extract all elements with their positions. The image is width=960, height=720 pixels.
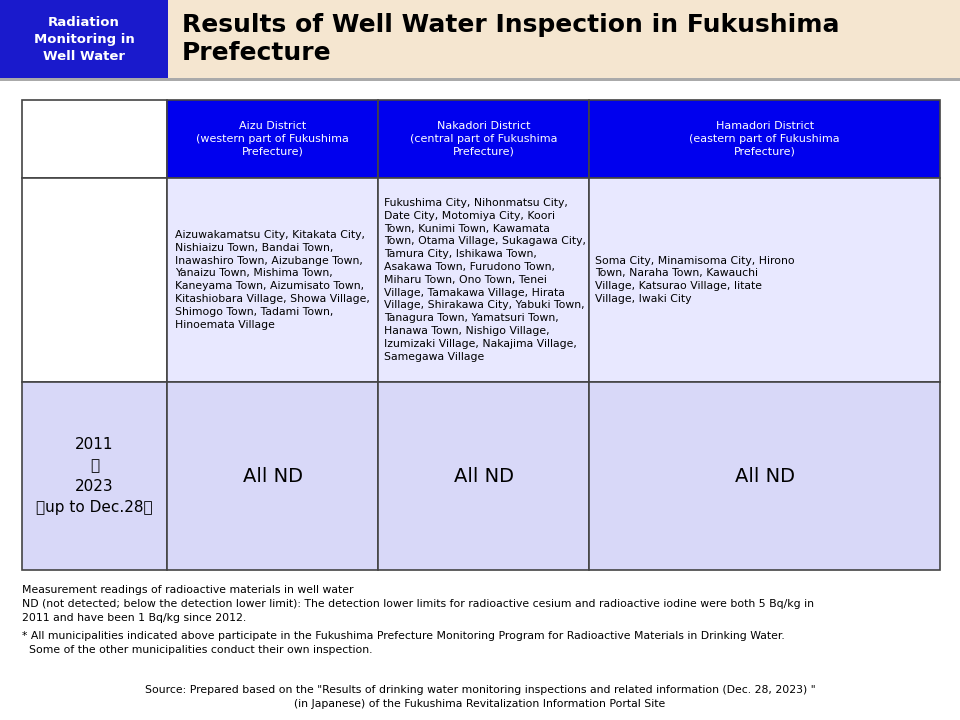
Text: 2011
〜
2023
（up to Dec.28）: 2011 〜 2023 （up to Dec.28） [36,437,153,515]
Text: Results of Well Water Inspection in Fukushima
Prefecture: Results of Well Water Inspection in Fuku… [182,13,839,65]
Text: Some of the other municipalities conduct their own inspection.: Some of the other municipalities conduct… [22,645,372,655]
Text: Measurement readings of radioactive materials in well water: Measurement readings of radioactive mate… [22,585,353,595]
Bar [22,178,167,382]
Bar [167,382,378,570]
Text: Radiation
Monitoring in
Well Water: Radiation Monitoring in Well Water [34,16,134,63]
Text: All ND: All ND [734,467,795,485]
Bar [378,382,589,570]
Bar [22,100,167,178]
Text: All ND: All ND [243,467,302,485]
Text: Soma City, Minamisoma City, Hirono
Town, Naraha Town, Kawauchi
Village, Katsurao: Soma City, Minamisoma City, Hirono Town,… [595,256,795,304]
Text: * All municipalities indicated above participate in the Fukushima Prefecture Mon: * All municipalities indicated above par… [22,631,784,641]
Bar [22,382,167,570]
Bar [0,0,168,78]
Text: All ND: All ND [454,467,514,485]
Text: Fukushima City, Nihonmatsu City,
Date City, Motomiya City, Koori
Town, Kunimi To: Fukushima City, Nihonmatsu City, Date Ci… [384,198,587,361]
Text: Aizu District
(western part of Fukushima
Prefecture): Aizu District (western part of Fukushima… [196,122,349,156]
Bar [589,100,940,178]
Bar [0,78,960,81]
Text: Hamadori District
(eastern part of Fukushima
Prefecture): Hamadori District (eastern part of Fukus… [689,122,840,156]
Text: 2011 and have been 1 Bq/kg since 2012.: 2011 and have been 1 Bq/kg since 2012. [22,613,247,623]
Bar [167,100,378,178]
Bar [589,382,940,570]
Text: Aizuwakamatsu City, Kitakata City,
Nishiaizu Town, Bandai Town,
Inawashiro Town,: Aizuwakamatsu City, Kitakata City, Nishi… [175,230,370,330]
Bar [589,178,940,382]
Text: ND (not detected; below the detection lower limit): The detection lower limits f: ND (not detected; below the detection lo… [22,599,814,609]
Text: (in Japanese) of the Fukushima Revitalization Information Portal Site: (in Japanese) of the Fukushima Revitaliz… [295,699,665,709]
Bar [167,178,378,382]
Text: Nakadori District
(central part of Fukushima
Prefecture): Nakadori District (central part of Fukus… [410,122,558,156]
Bar [378,178,589,382]
Text: Source: Prepared based on the "Results of drinking water monitoring inspections : Source: Prepared based on the "Results o… [145,685,815,695]
Bar [378,100,589,178]
Bar [0,0,960,78]
